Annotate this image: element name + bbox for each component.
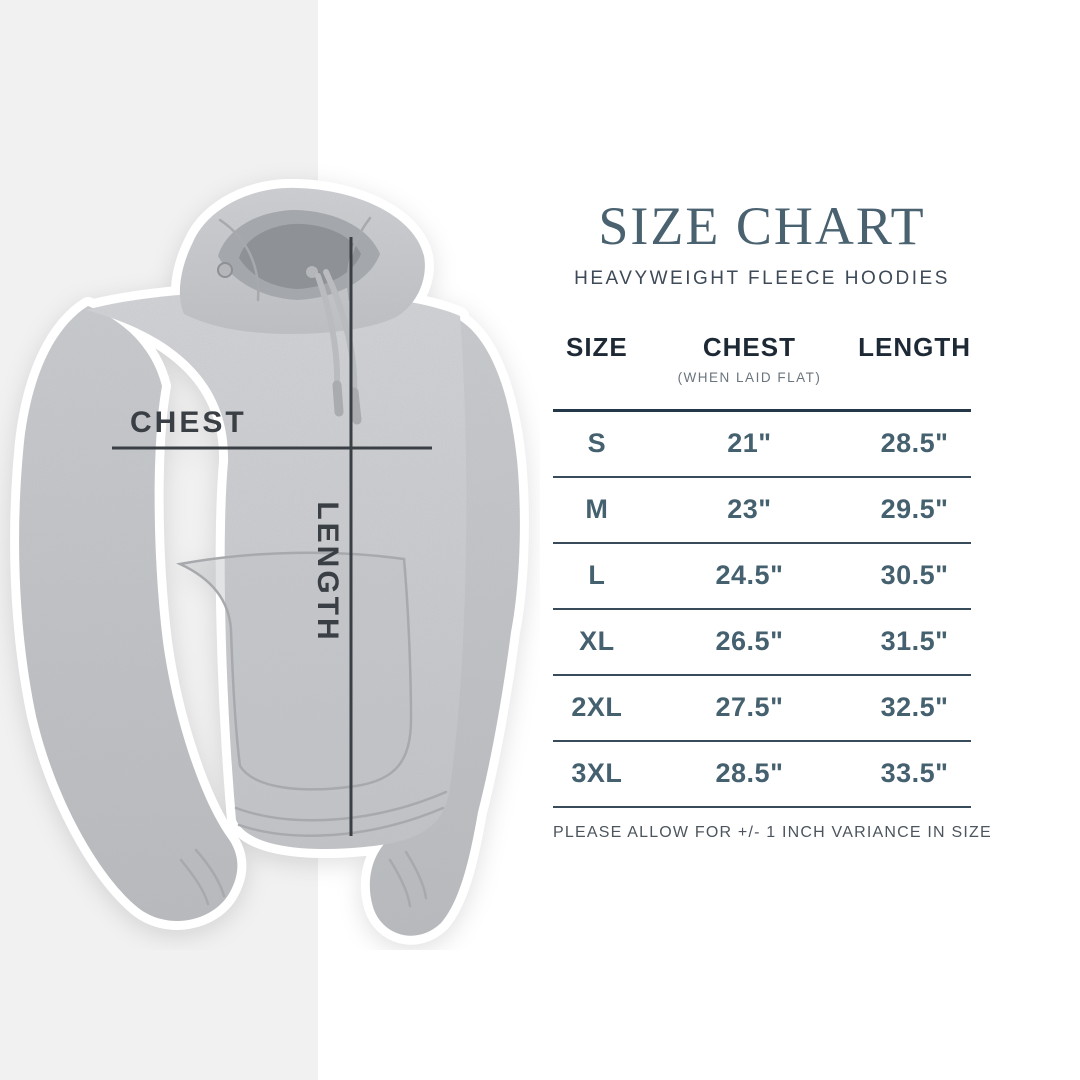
size-cell: L: [588, 560, 606, 591]
column-header-chest: CHEST (WHEN LAID FLAT): [641, 334, 858, 391]
hem-seam-bottom: [237, 806, 445, 837]
cuff-rib-left-2: [179, 858, 210, 906]
size-cell: 3XL: [571, 758, 623, 789]
table-row-xl: XL 26.5" 31.5": [553, 610, 971, 676]
page-subtitle: HEAVYWEIGHT FLEECE HOODIES: [574, 267, 950, 289]
hood-inner-shadow: [239, 223, 361, 289]
column-header-size: SIZE: [565, 331, 628, 362]
length-label: LENGTH: [311, 501, 344, 642]
column-header-chest-label: CHEST: [702, 331, 796, 362]
drawstring-right: [323, 269, 358, 395]
table-row-s: S 21" 28.5": [553, 412, 971, 478]
size-cell: S: [587, 428, 607, 459]
table-header-row: SIZE CHEST (WHEN LAID FLAT) LENGTH: [553, 334, 971, 412]
hem-seam-top: [234, 790, 448, 822]
variance-note: PLEASE ALLOW FOR +/- 1 INCH VARIANCE IN …: [553, 823, 992, 841]
table-row-m: M 23" 29.5": [553, 478, 971, 544]
table-row-3xl: 3XL 28.5" 33.5": [553, 742, 971, 808]
size-cell: XL: [579, 626, 615, 657]
size-table: SIZE CHEST (WHEN LAID FLAT) LENGTH S 21"…: [553, 334, 971, 808]
page-title: SIZE CHART: [598, 196, 926, 256]
drawstring-left: [315, 273, 341, 388]
length-cell: 31.5": [880, 626, 949, 657]
chest-cell: 27.5": [715, 692, 784, 723]
length-cell: 28.5": [880, 428, 949, 459]
chest-cell: 28.5": [715, 758, 784, 789]
hoodie-details: [175, 210, 448, 908]
drawstring-aglet-right: [349, 387, 362, 425]
cuff-rib-right-1: [388, 858, 412, 908]
length-cell: 32.5": [880, 692, 949, 723]
drawstring-aglet-left: [332, 380, 344, 417]
hoodie-illustration: CHEST LENGTH: [0, 160, 540, 950]
table-row-2xl: 2XL 27.5" 32.5": [553, 676, 971, 742]
hoodie-graphic: CHEST LENGTH: [19, 188, 520, 936]
chest-cell: 26.5": [715, 626, 784, 657]
measurement-guides: CHEST LENGTH: [112, 237, 432, 836]
kangaroo-pocket: [175, 551, 413, 791]
cuff-rib-right-2: [404, 850, 428, 900]
chest-cell: 21": [727, 428, 772, 459]
chest-cell: 24.5": [715, 560, 784, 591]
size-cell: M: [585, 494, 609, 525]
eyelet-left: [217, 262, 233, 278]
size-cell: 2XL: [571, 692, 623, 723]
chest-subnote: (WHEN LAID FLAT): [677, 369, 822, 385]
chest-label: CHEST: [130, 406, 247, 439]
hood-fold-seam-left: [218, 218, 260, 302]
chest-cell: 23": [727, 494, 772, 525]
table-row-l: L 24.5" 30.5": [553, 544, 971, 610]
length-cell: 30.5": [880, 560, 949, 591]
length-cell: 33.5": [880, 758, 949, 789]
size-chart-panel: SIZE CHART HEAVYWEIGHT FLEECE HOODIES SI…: [553, 0, 992, 842]
length-cell: 29.5": [880, 494, 949, 525]
cuff-rib-left-1: [194, 848, 226, 898]
column-header-length: LENGTH: [858, 331, 972, 362]
